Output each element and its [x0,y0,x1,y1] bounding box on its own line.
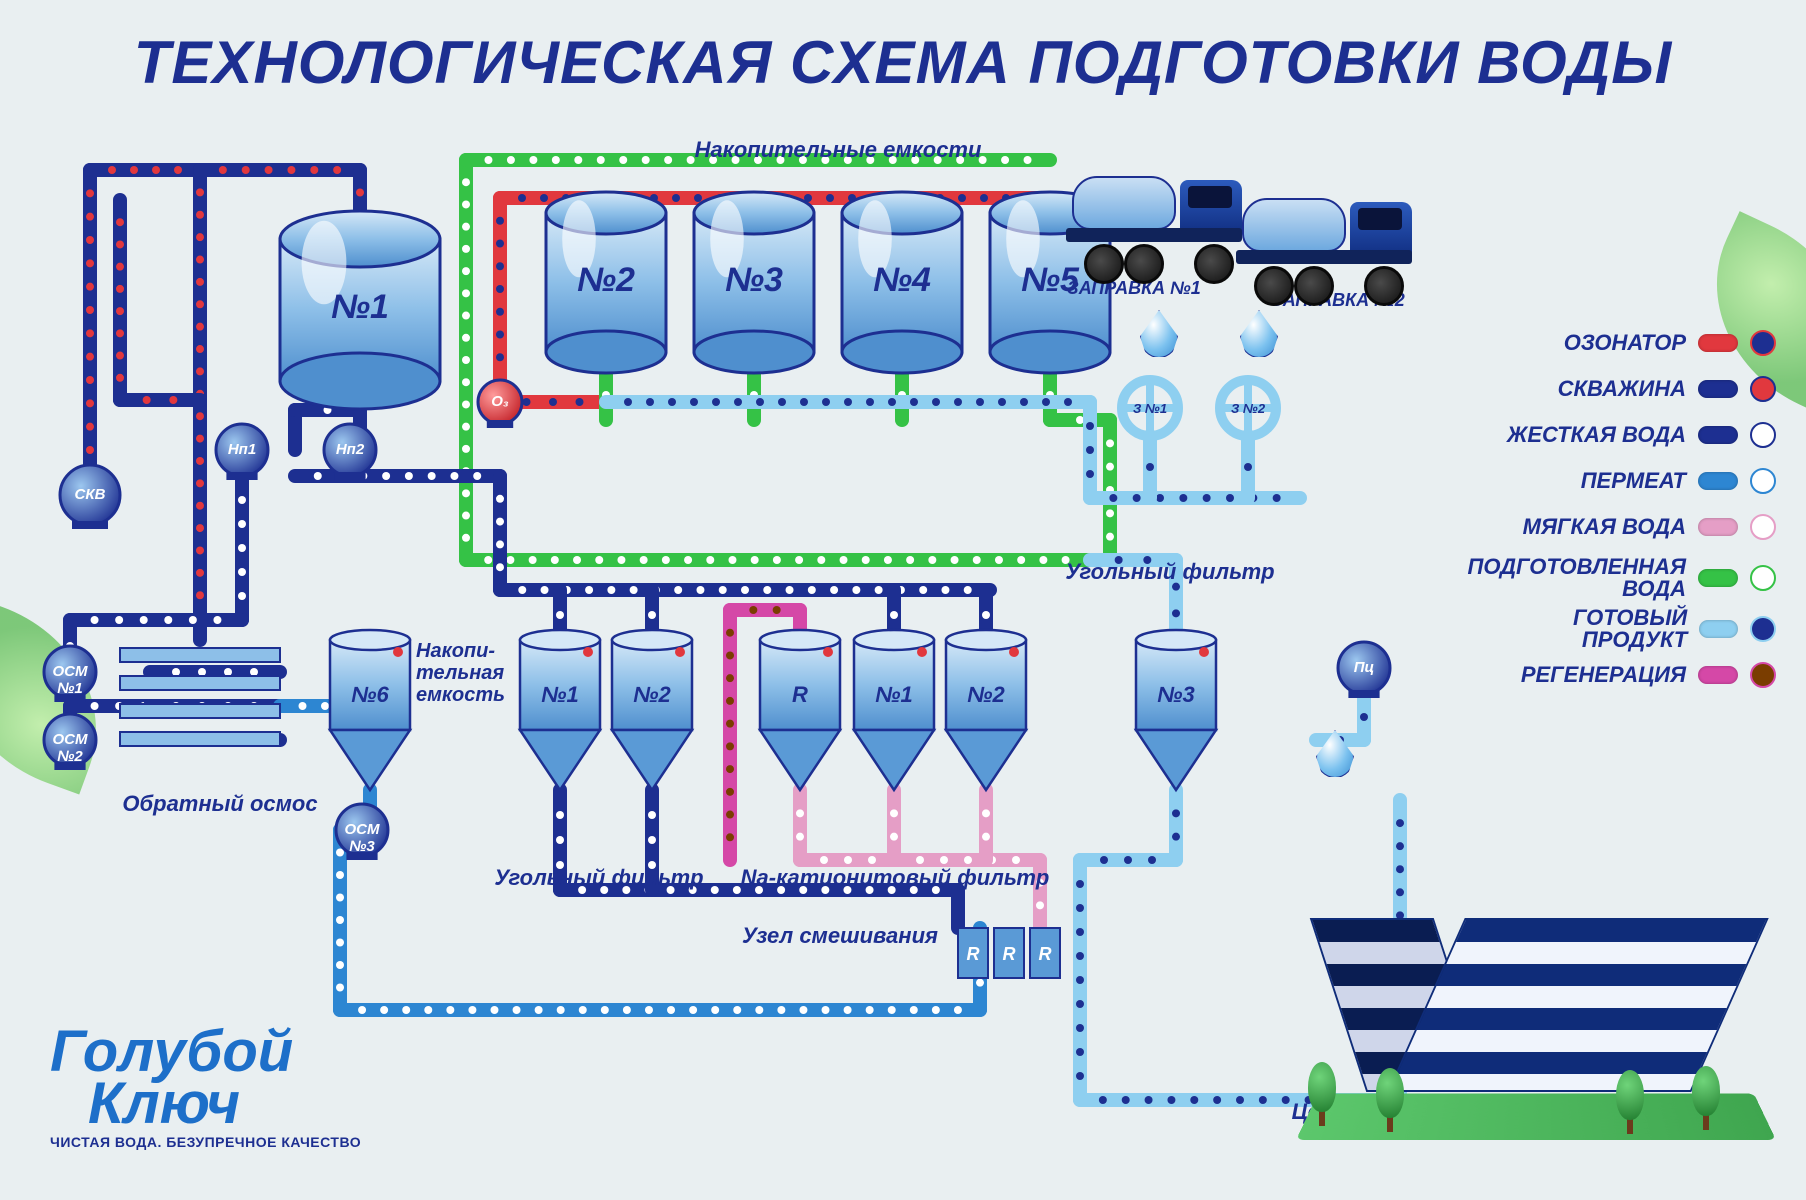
storage-tanks-label: Накопительные емкости [568,138,1108,162]
svg-text:R: R [1003,944,1016,964]
legend-label: ГОТОВЫЙ ПРОДУКТ [1466,607,1687,651]
legend-dot [1750,514,1776,540]
legend-row: ПОДГОТОВЛЕННАЯ ВОДА [1466,550,1776,606]
page-title: ТЕХНОЛОГИЧЕСКАЯ СХЕМА ПОДГОТОВКИ ВОДЫ [0,28,1806,97]
legend-swatch [1698,380,1738,398]
legend-label: ОЗОНАТОР [1564,332,1686,354]
svg-text:R: R [967,944,980,964]
pump-id-label: ОСМ №3 [336,821,388,855]
legend-dot [1750,662,1776,688]
legend-label: ЖЕСТКАЯ ВОДА [1507,424,1686,446]
filter-hopper [612,630,692,790]
legend-row: ГОТОВЫЙ ПРОДУКТ [1466,606,1776,652]
legend-dot [1750,376,1776,402]
tank-id-label: №3 [694,261,814,300]
legend: ОЗОНАТОР СКВАЖИНА ЖЕСТКАЯ ВОДА ПЕРМЕАТ МЯГКА… [1466,320,1776,698]
filter-hopper [760,630,840,790]
pump-id-label: Нп1 [216,441,268,458]
brand-line1: Голубой [50,1026,361,1078]
legend-swatch [1698,472,1738,490]
legend-swatch [1698,426,1738,444]
legend-row: ОЗОНАТОР [1466,320,1776,366]
tank-id-label: №4 [842,261,962,300]
tank-id-label: №2 [546,261,666,300]
legend-swatch [1698,334,1738,352]
legend-swatch [1699,620,1738,638]
mixing-box [994,928,1024,978]
legend-label: РЕГЕНЕРАЦИЯ [1521,664,1686,686]
svg-text:R: R [1039,944,1052,964]
svg-text:З №2: З №2 [1231,401,1266,416]
legend-dot [1750,330,1776,356]
hopper-id-label: №2 [612,682,692,708]
svg-text:З №1: З №1 [1133,401,1167,416]
storage-capacity-label: Накопи- тельная емкость [416,640,536,706]
filter-hopper [854,630,934,790]
legend-label: ПЕРМЕАТ [1581,470,1686,492]
pump-id-label: Нп2 [324,441,376,458]
legend-dot [1750,616,1776,642]
legend-label: ПОДГОТОВЛЕННАЯ ВОДА [1468,556,1687,600]
osmosis-manifold [120,648,280,746]
water-droplet-icon [1140,310,1178,358]
legend-row: СКВАЖИНА [1466,366,1776,412]
hopper-id-label: №6 [330,682,410,708]
valve: З №2 [1220,380,1276,436]
hopper-id-label: R [760,682,840,708]
hopper-id-label: №3 [1136,682,1216,708]
legend-label: МЯГКАЯ ВОДА [1523,516,1686,538]
legend-swatch [1698,666,1738,684]
legend-label: СКВАЖИНА [1558,378,1686,400]
legend-dot [1750,565,1776,591]
hopper-id-label: №2 [946,682,1026,708]
pump-id-label: ОСМ №1 [44,663,96,697]
mixing-box [1030,928,1060,978]
na-filter-label: Na-катионитовый фильтр [730,866,1060,890]
pump-id-label: O₃ [478,393,522,410]
bottling-building [1316,880,1736,1140]
pump-id-label: СКВ [60,486,120,503]
filter-hopper [946,630,1026,790]
legend-dot [1750,422,1776,448]
brand-tagline: ЧИСТАЯ ВОДА. БЕЗУПРЕЧНОЕ КАЧЕСТВО [50,1134,361,1150]
legend-dot [1750,468,1776,494]
water-droplet-icon [1316,730,1354,778]
carbon-filter-label: Угольный фильтр [494,866,704,890]
legend-swatch [1698,569,1738,587]
legend-swatch [1698,518,1738,536]
brand-block: Голубой Ключ ЧИСТАЯ ВОДА. БЕЗУПРЕЧНОЕ КА… [50,1026,361,1150]
water-droplet-icon [1240,310,1278,358]
legend-row: ЖЕСТКАЯ ВОДА [1466,412,1776,458]
valve: З №1 [1122,380,1178,436]
tanker-truck [1066,168,1246,278]
legend-row: РЕГЕНЕРАЦИЯ [1466,652,1776,698]
reverse-osmosis-label: Обратный осмос [110,792,330,816]
filter-hopper [330,630,410,790]
mixing-node-label: Узел смешивания [730,924,950,948]
brand-line2: Ключ [88,1078,361,1130]
pump-id-label: Пц [1338,659,1390,676]
tank-id-label: №1 [280,288,440,327]
legend-row: МЯГКАЯ ВОДА [1466,504,1776,550]
hopper-id-label: №1 [854,682,934,708]
tanker-truck [1236,190,1416,300]
carbon-filter-right-label: Угольный фильтр [1060,560,1280,584]
legend-row: ПЕРМЕАТ [1466,458,1776,504]
pump-id-label: ОСМ №2 [44,731,96,765]
mixing-box [958,928,988,978]
filter-hopper [1136,630,1216,790]
hopper-id-label: №1 [520,682,600,708]
